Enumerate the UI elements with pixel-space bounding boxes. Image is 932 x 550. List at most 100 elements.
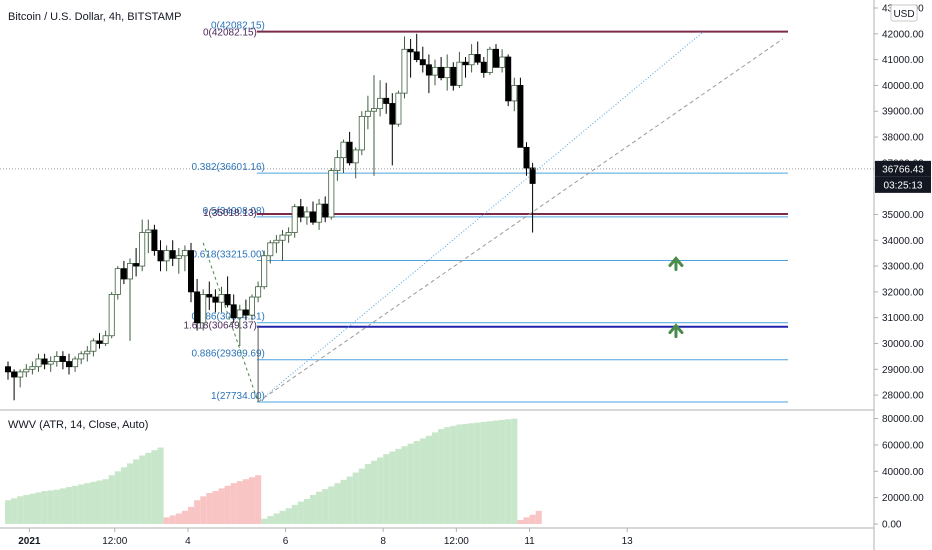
candle-body xyxy=(413,51,420,61)
candle-body xyxy=(401,48,408,94)
volume-tick-label: 0.00 xyxy=(882,520,902,531)
price-tick-label: 32000.00 xyxy=(882,287,924,298)
volume-bar xyxy=(377,457,384,524)
volume-tick-label: 40000.00 xyxy=(882,467,924,478)
volume-bar xyxy=(395,448,402,524)
volume-bar xyxy=(133,459,140,524)
time-tick-label: 8 xyxy=(380,536,386,547)
candle-body xyxy=(438,66,445,79)
volume-bar xyxy=(169,515,176,524)
volume-bar xyxy=(316,491,323,524)
volume-bar xyxy=(480,421,487,524)
volume-bar xyxy=(11,498,18,524)
volume-bar xyxy=(340,479,347,524)
volume-bar xyxy=(511,418,518,524)
candle-body xyxy=(145,229,152,233)
volume-bar xyxy=(425,435,432,524)
time-tick-label: 6 xyxy=(283,536,289,547)
candle-body xyxy=(309,211,316,223)
candle-body xyxy=(395,92,402,125)
price-tick-label: 33000.00 xyxy=(882,262,924,273)
volume-bar xyxy=(401,446,408,524)
price-tick-label: 35000.00 xyxy=(882,210,924,221)
currency-badge[interactable]: USD xyxy=(893,9,914,20)
volume-bar xyxy=(279,510,286,524)
candle-body xyxy=(322,203,329,218)
volume-bar xyxy=(419,438,426,524)
volume-bar xyxy=(303,498,310,524)
currency-badge-box[interactable] xyxy=(890,4,918,22)
candle-body xyxy=(29,366,36,370)
candle-body xyxy=(273,239,280,244)
candle-body xyxy=(474,54,481,63)
volume-bar xyxy=(474,422,481,524)
candle-body xyxy=(364,110,371,117)
fib-level-label: 1(27734.00) xyxy=(211,391,265,402)
volume-bar xyxy=(493,420,500,524)
candle-body xyxy=(72,358,79,368)
volume-bar xyxy=(517,520,524,524)
candle-body xyxy=(486,48,493,73)
volume-bar xyxy=(102,479,109,524)
volume-bar xyxy=(535,510,542,524)
candle-body xyxy=(127,263,134,280)
volume-bar xyxy=(29,493,36,524)
candle-body xyxy=(255,286,262,298)
current-price-label: 36766.43 xyxy=(882,164,924,175)
volume-bar xyxy=(249,477,256,524)
volume-bar xyxy=(438,429,445,524)
candle-body xyxy=(114,268,121,295)
candle-body xyxy=(389,103,396,125)
candle-body xyxy=(151,229,158,251)
volume-bar xyxy=(273,513,280,524)
volume-bar xyxy=(157,447,164,524)
time-tick-label: 11 xyxy=(524,536,535,547)
candle-body xyxy=(90,340,97,352)
fib-level-label: 0.786(30804.51) xyxy=(191,312,264,323)
candle-body xyxy=(383,97,390,104)
price-tags: 36766.43 03:25:13 xyxy=(0,160,931,193)
volume-bar xyxy=(84,483,91,524)
candle-body xyxy=(328,170,335,218)
candle-body xyxy=(267,242,274,257)
volume-bar xyxy=(462,423,469,524)
fib-level-label: 0.382(36601.16) xyxy=(191,162,264,173)
volume-bar xyxy=(468,423,475,524)
candle-body xyxy=(407,48,414,53)
candle-body xyxy=(285,232,292,236)
price-tick-label: 30000.00 xyxy=(882,339,924,350)
volume-bar xyxy=(35,492,42,524)
fib-level-label: 0.5(34908.08) xyxy=(203,206,265,217)
volume-bar xyxy=(127,463,134,524)
volume-bar xyxy=(200,496,207,524)
candle-body xyxy=(242,309,249,316)
volume-bar xyxy=(444,427,451,524)
indicator-title: WWV (ATR, 14, Close, Auto) xyxy=(8,419,148,431)
candle-body xyxy=(462,61,469,66)
volume-bar xyxy=(175,513,182,524)
candle-body xyxy=(511,85,518,102)
volume-bar xyxy=(242,479,249,524)
candle-body xyxy=(35,358,42,368)
volume-bar xyxy=(450,425,457,524)
candle-body xyxy=(206,294,213,298)
volume-bar xyxy=(72,485,79,524)
candle-body xyxy=(523,146,530,169)
time-tick-label: 12:00 xyxy=(102,536,127,547)
candle-body xyxy=(53,355,60,362)
volume-bar xyxy=(108,475,115,524)
fib-extension-label: 1.618(30649.37) xyxy=(183,321,256,332)
volume-bar xyxy=(456,424,463,524)
volume-bar xyxy=(78,484,85,524)
candle-body xyxy=(346,141,353,164)
volume-bar xyxy=(297,501,304,524)
countdown-label: 03:25:13 xyxy=(884,180,923,191)
trend-line-green-dashed xyxy=(202,242,259,403)
volume-bar xyxy=(90,481,97,524)
volume-bar xyxy=(59,488,66,524)
volume-bar xyxy=(346,476,353,524)
candle-body xyxy=(517,85,524,148)
volume-bar xyxy=(224,485,231,524)
candle-body xyxy=(102,335,109,344)
